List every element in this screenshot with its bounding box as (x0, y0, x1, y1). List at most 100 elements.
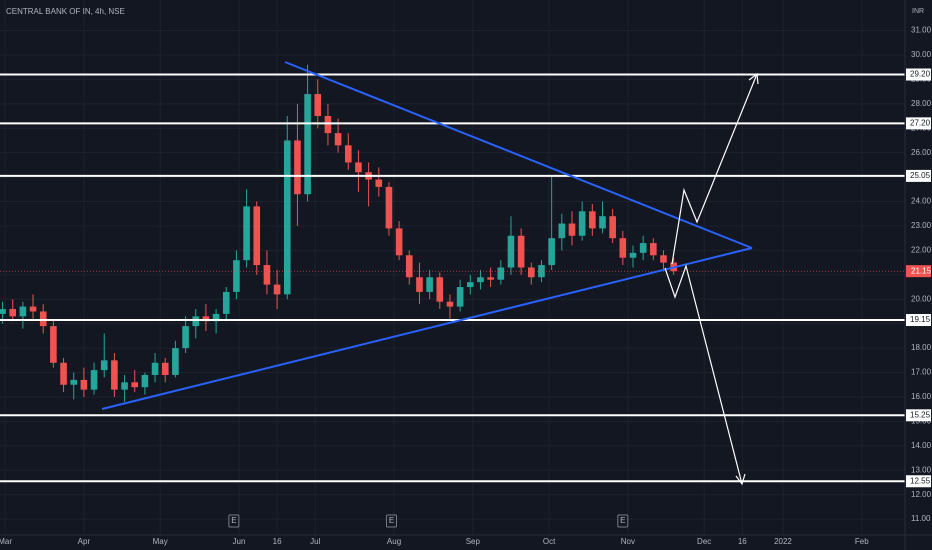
level-label: 12.55 (910, 476, 931, 485)
candle-body (324, 116, 332, 134)
level-box (906, 314, 931, 327)
chart-title: CENTRAL BANK OF IN, 4h, NSE (6, 7, 125, 16)
candle-body (466, 282, 474, 288)
y-tick-label: 11.00 (911, 514, 931, 523)
y-tick-label: 28.00 (911, 99, 932, 108)
candle-body (507, 235, 515, 268)
level-label: 27.20 (910, 118, 931, 127)
candle-body (304, 94, 311, 195)
last-price-label: 21.15 (911, 266, 932, 275)
x-tick-label: Sep (466, 537, 481, 546)
x-tick-label: Jun (233, 537, 246, 546)
trend-line (284, 61, 753, 249)
y-tick-label: 22.00 (911, 246, 932, 255)
y-tick-label: 12.00 (911, 490, 932, 499)
x-tick-label: 16 (273, 537, 282, 546)
projection-up (671, 73, 758, 265)
y-tick-label: 16.00 (911, 392, 932, 401)
candle-body (578, 211, 586, 236)
earnings-label: E (231, 516, 236, 525)
candle-body (497, 267, 505, 280)
candle-body (344, 145, 352, 163)
level-label: 25.05 (910, 171, 931, 180)
x-tick-label: Apr (78, 537, 91, 546)
projection-down (664, 263, 743, 485)
level-box (906, 169, 931, 182)
candle-body (141, 374, 149, 388)
x-tick-label: Aug (387, 537, 401, 546)
y-tick-label: 17.00 (911, 368, 932, 377)
candle-body (660, 255, 667, 263)
y-tick-label: 20.00 (911, 294, 932, 303)
level-box (906, 117, 931, 130)
candle-body (131, 382, 139, 388)
y-tick-label: 18.00 (911, 343, 932, 352)
candle-body (111, 360, 118, 390)
candle-body (558, 223, 566, 239)
earnings-marker (385, 514, 397, 528)
candle-body (19, 306, 27, 317)
levels (0, 73, 905, 483)
y-tick-label: 31.00 (911, 26, 932, 35)
candle-body (294, 140, 301, 195)
candle-body (283, 140, 291, 295)
candle-body (650, 243, 657, 256)
arrow-head (735, 473, 746, 486)
x-tick-label: Mar (0, 537, 12, 546)
x-tick-label: 2022 (774, 537, 792, 546)
x-tick-label: Oct (543, 537, 556, 546)
candle-body (385, 186, 393, 229)
candle-body (334, 133, 342, 146)
earnings-label: E (620, 516, 625, 525)
candle-body (80, 379, 88, 390)
candle-body (253, 206, 261, 266)
candle-body (29, 306, 37, 312)
axes: 11.0012.0013.0014.0015.0016.0017.0018.00… (0, 26, 932, 546)
y-tick-label: 23.00 (911, 221, 932, 230)
x-tick-label: Dec (697, 537, 711, 546)
level-box (906, 68, 931, 81)
x-tick-label: May (153, 537, 168, 546)
candle-body (192, 316, 200, 327)
candle-body (589, 211, 596, 229)
candle-body (273, 284, 281, 295)
x-tick-label: Jul (310, 537, 320, 546)
candle-body (0, 309, 6, 314)
earnings-marker (228, 514, 240, 528)
candle-body (405, 255, 413, 278)
candle-body (416, 277, 423, 292)
candle-body (182, 326, 189, 349)
drawings (101, 61, 759, 486)
candle-body (528, 267, 535, 278)
candle-body (568, 223, 576, 236)
candle-body (446, 301, 454, 307)
y-tick-label: 14.00 (911, 441, 932, 450)
candle-body (39, 311, 47, 327)
candle-body (538, 265, 545, 278)
candle-body (517, 235, 525, 268)
y-tick-label: 24.00 (911, 197, 932, 206)
candle-body (639, 243, 647, 253)
candle-body (161, 362, 169, 375)
candle-body (355, 162, 362, 173)
candle-body (222, 291, 230, 314)
x-tick-label: Feb (855, 537, 869, 546)
candle-body (619, 238, 627, 258)
candle-body (314, 94, 322, 117)
level-box (906, 475, 931, 488)
candle-body (609, 216, 616, 239)
y-tick-label: 26.00 (911, 148, 932, 157)
candle-body (487, 277, 494, 280)
level-label: 15.25 (910, 410, 931, 419)
candle-body (395, 228, 403, 256)
candle-body (100, 360, 108, 371)
candle-body (121, 382, 128, 390)
arrow-head (748, 72, 759, 85)
candle-body (263, 265, 271, 285)
level-label: 29.20 (910, 70, 931, 79)
x-tick-label: Nov (621, 537, 635, 546)
earnings-label: E (389, 516, 394, 525)
y-tick-label: 30.00 (911, 50, 932, 59)
currency-label: INR (912, 8, 924, 15)
